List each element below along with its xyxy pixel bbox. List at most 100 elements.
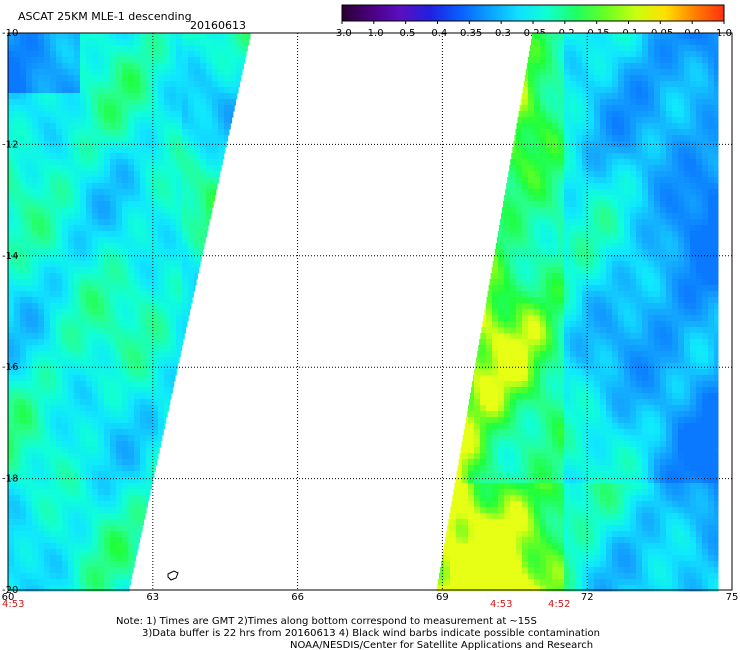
swath-cell [630,75,637,82]
swath-cell [74,285,81,292]
swath-cell [188,189,195,196]
swath-cell [158,81,165,88]
swath-cell [540,405,547,412]
swath-cell [678,117,685,124]
swath-cell [92,267,99,274]
swath-cell [552,411,559,418]
swath-cell [512,147,519,154]
swath-cell [624,69,631,76]
swath-cell [104,417,111,424]
swath-cell [122,129,129,136]
swath-cell [594,63,601,70]
swath-cell [564,339,571,346]
swath-cell [660,81,667,88]
swath-cell [558,393,565,400]
swath-cell [678,165,685,172]
swath-cell [588,225,595,232]
swath-cell [582,63,589,70]
swath-cell [158,57,165,64]
swath-cell [122,261,129,268]
swath-cell [498,393,505,400]
swath-cell [200,165,207,172]
swath-cell [158,45,165,52]
swath-cell [26,231,33,238]
swath-cell [8,225,15,232]
swath-cell [522,393,529,400]
swath-cell [696,393,703,400]
swath-cell [188,261,195,268]
swath-cell [612,291,619,298]
swath-cell [92,195,99,202]
swath-cell [62,87,69,94]
swath-cell [20,429,27,436]
swath-cell [678,381,685,388]
swath-cell [158,351,165,358]
swath-cell [98,303,105,310]
swath-cell [38,45,45,52]
swath-cell [98,75,105,82]
swath-cell [38,405,45,412]
swath-cell [558,87,565,94]
swath-cell [140,309,147,316]
swath-cell [492,375,499,382]
swath-cell [666,375,673,382]
swath-cell [636,273,643,280]
swath-cell [20,33,27,40]
swath-cell [618,345,625,352]
swath-cell [576,441,583,448]
swath-cell [624,387,631,394]
swath-cell [116,105,123,112]
swath-cell [20,315,27,322]
swath-cell [606,219,613,226]
swath-cell [200,189,207,196]
swath-cell [684,69,691,76]
swath-cell [80,435,87,442]
swath-cell [636,255,643,262]
swath-cell [672,165,679,172]
swath-cell [50,39,57,46]
swath-cell [80,357,87,364]
swath-cell [570,255,577,262]
swath-cell [164,159,171,166]
swath-cell [8,75,15,82]
swath-cell [50,177,57,184]
swath-cell [164,171,171,178]
swath-cell [158,117,165,124]
swath-cell [26,63,33,70]
swath-cell [642,111,649,118]
swath-cell [140,69,147,76]
swath-cell [510,381,517,388]
swath-cell [582,201,589,208]
swath-cell [218,171,221,178]
swath-cell [576,39,583,46]
swath-cell [128,219,135,226]
swath-cell [642,99,649,106]
swath-cell [714,165,719,172]
swath-cell [696,177,703,184]
swath-cell [612,303,619,310]
swath-cell [212,201,214,208]
swath-cell [630,117,637,124]
swath-cell [98,93,105,100]
swath-cell [200,99,207,106]
swath-cell [104,81,111,88]
swath-cell [62,129,69,136]
swath-cell [696,87,703,94]
swath-cell [44,171,51,178]
swath-cell [702,189,709,196]
swath-cell [86,291,93,298]
swath-cell [600,381,607,388]
swath-cell [678,111,685,118]
swath-cell [606,69,613,76]
swath-cell [702,429,709,436]
swath-cell [170,81,177,88]
swath-cell [528,447,535,454]
swath-cell [152,249,159,256]
swath-cell [576,345,583,352]
swath-cell [630,231,637,238]
swath-cell [116,225,123,232]
swath-cell [540,75,547,82]
swath-cell [14,279,21,286]
swath-cell [546,447,553,454]
swath-cell [44,177,51,184]
